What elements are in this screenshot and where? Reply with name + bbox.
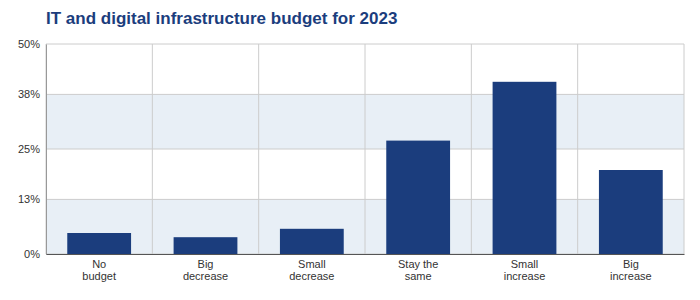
x-axis: Nobudget Bigdecrease Smalldecrease Stay the… [47, 254, 685, 282]
grid-line [46, 199, 684, 200]
x-tick: Nobudget [82, 254, 116, 282]
grid-line [46, 254, 684, 255]
y-tick-label: 38% [18, 88, 40, 100]
chart-container: IT and digital infrastructure budget for… [0, 0, 700, 300]
grid-line [46, 149, 684, 150]
plot: 0% 13% 25% 38% 50% Nobudget Bigdecrease Smallde… [18, 38, 685, 282]
y-tick-label: 13% [18, 193, 40, 205]
y-tick: 13% [18, 193, 46, 205]
x-tick-label: Smalldecrease [289, 258, 334, 283]
y-tick: 50% [18, 38, 46, 50]
x-tick: Smalldecrease [289, 254, 334, 282]
vertical-grid [46, 44, 684, 254]
x-tick-label: Nobudget [82, 258, 116, 283]
x-tick-label: Bigincrease [610, 258, 652, 283]
x-tick: Stay thesame [398, 254, 438, 282]
x-tick-label: Smallincrease [504, 258, 546, 283]
bar [67, 233, 131, 254]
y-tick: 0% [24, 248, 46, 260]
y-tick: 38% [18, 88, 46, 100]
vertical-grid-line [46, 44, 47, 254]
x-tick: Bigincrease [610, 254, 652, 282]
bar [599, 170, 663, 254]
horizontal-grid [46, 44, 684, 254]
x-tick: Smallincrease [504, 254, 546, 282]
x-tick: Bigdecrease [183, 254, 228, 282]
title: IT and digital infrastructure budget for… [46, 9, 397, 28]
y-axis: 0% 13% 25% 38% 50% [18, 38, 47, 260]
bar [174, 237, 238, 254]
grid-line [46, 94, 684, 95]
bars [67, 82, 662, 254]
bar [280, 229, 344, 254]
y-tick: 25% [18, 143, 46, 155]
chart-svg: IT and digital infrastructure budget for… [0, 0, 700, 300]
x-tick-label: Stay thesame [398, 258, 438, 283]
bar [386, 141, 450, 254]
y-tick-label: 25% [18, 143, 40, 155]
y-tick-label: 50% [18, 38, 40, 50]
grid-line [46, 44, 684, 45]
x-tick-label: Bigdecrease [183, 258, 228, 283]
y-axis-line [46, 45, 47, 255]
y-tick-label: 0% [24, 248, 40, 260]
bar [493, 82, 557, 254]
x-axis-line [47, 254, 685, 255]
